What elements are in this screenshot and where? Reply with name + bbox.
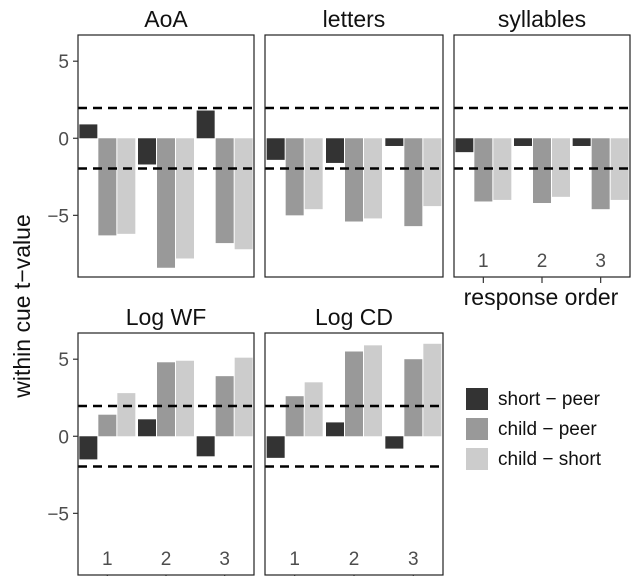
x-tick-label: 3 — [219, 549, 230, 570]
bar — [138, 419, 156, 437]
bar — [98, 414, 117, 437]
bar — [98, 138, 117, 236]
bar — [404, 359, 423, 437]
bar — [304, 138, 323, 210]
x-tick-label: 1 — [478, 251, 489, 272]
bar — [157, 138, 175, 268]
bar — [304, 382, 323, 437]
x-tick-label: 2 — [537, 251, 548, 272]
bar — [176, 138, 194, 259]
bar — [455, 138, 474, 153]
legend-swatch — [466, 388, 488, 410]
bar — [423, 343, 442, 437]
legend: short − peer child − peer child − short — [466, 388, 602, 470]
bar — [215, 138, 234, 244]
bar — [364, 138, 382, 219]
bar — [215, 376, 234, 437]
y-tick-label: 5 — [58, 52, 69, 73]
y-tick-label: −5 — [47, 206, 69, 227]
panel-letters: letters — [264, 6, 444, 278]
y-tick-label: −5 — [47, 504, 69, 525]
panel-log-wf: Log WF 5 0 −5 1 2 3 — [47, 304, 255, 581]
bar — [234, 138, 253, 250]
bar — [266, 436, 285, 458]
x-axis-label: response order — [464, 284, 619, 310]
bar — [285, 396, 304, 437]
x-tick-label: 1 — [289, 549, 300, 570]
legend-label: child − short — [498, 449, 602, 470]
y-tick-label: 0 — [58, 427, 69, 448]
bar — [514, 138, 532, 146]
y-axis-label: within cue t−value — [9, 214, 35, 398]
panel-log-cd: Log CD 1 2 3 — [264, 304, 444, 581]
panel-title: syllables — [498, 6, 586, 32]
bar — [326, 138, 344, 163]
bar — [345, 138, 363, 222]
panel-title: letters — [323, 6, 386, 32]
x-tick-label: 2 — [161, 549, 172, 570]
bar — [79, 124, 98, 139]
bar — [117, 393, 136, 437]
panel-aoa: AoA 5 0 −5 — [47, 6, 255, 278]
bar — [196, 110, 215, 139]
bar — [234, 357, 253, 437]
x-tick-label: 3 — [408, 549, 419, 570]
bar — [79, 436, 98, 460]
bar — [385, 138, 404, 146]
legend-swatch — [466, 418, 488, 440]
bar — [404, 138, 423, 227]
x-tick-label: 1 — [102, 549, 113, 570]
legend-label: child − peer — [498, 419, 597, 440]
bar — [157, 362, 175, 437]
bar — [364, 345, 382, 437]
bar — [385, 436, 404, 449]
bar — [591, 138, 610, 210]
y-tick-label: 5 — [58, 350, 69, 371]
bar — [196, 436, 215, 457]
x-tick-label: 2 — [349, 549, 360, 570]
legend-label: short − peer — [498, 389, 601, 410]
bar — [285, 138, 304, 216]
panel-title: Log CD — [315, 304, 393, 330]
bar — [572, 138, 591, 146]
panel-title: AoA — [144, 6, 188, 32]
panel-syllables: syllables 1 2 3 — [453, 6, 631, 283]
bar — [533, 138, 551, 204]
x-tick-label: 3 — [595, 251, 606, 272]
legend-swatch — [466, 448, 488, 470]
y-tick-label: 0 — [58, 129, 69, 150]
bar — [345, 351, 363, 437]
panel-border — [264, 34, 444, 278]
bar — [474, 138, 493, 202]
panel-title: Log WF — [126, 304, 207, 330]
bar — [266, 138, 285, 160]
bar — [326, 422, 344, 437]
bar — [423, 138, 442, 207]
panel-border — [77, 34, 255, 278]
bar — [117, 138, 136, 234]
bar — [138, 138, 156, 165]
bar — [176, 360, 194, 437]
